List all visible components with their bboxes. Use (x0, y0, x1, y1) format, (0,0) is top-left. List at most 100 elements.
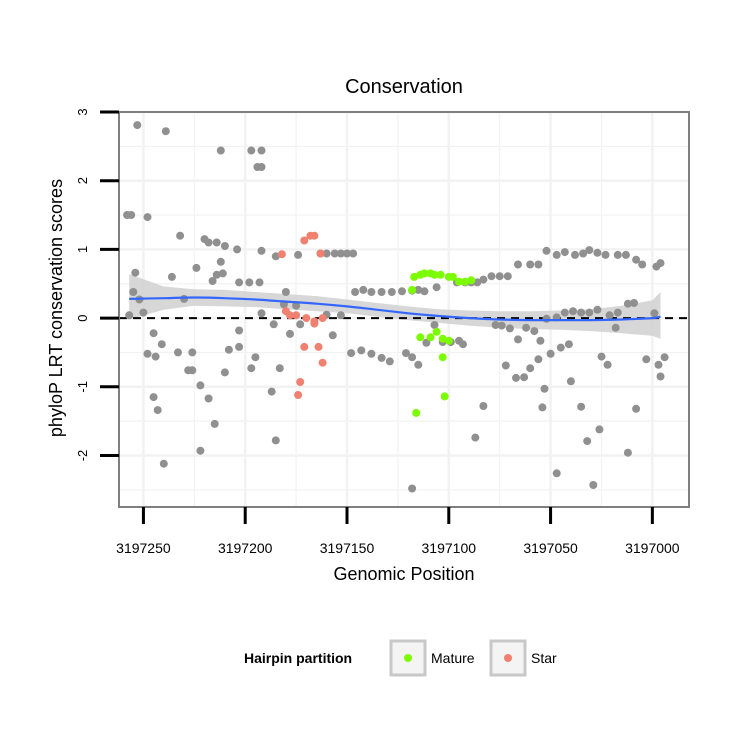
point-other (233, 245, 242, 254)
point-star (314, 342, 323, 351)
point-other (235, 278, 244, 287)
point-other (196, 446, 205, 455)
point-other (292, 301, 301, 310)
point-other (534, 355, 543, 364)
point-star (302, 314, 311, 323)
point-other (552, 250, 561, 259)
point-other (650, 309, 659, 318)
point-other (123, 211, 132, 219)
point-other (330, 249, 339, 258)
point-other (151, 352, 160, 361)
point-other (546, 349, 555, 358)
point-other (224, 345, 233, 354)
point-other (577, 402, 586, 411)
point-other (218, 269, 227, 278)
point-other (336, 249, 345, 258)
point-other (487, 272, 496, 281)
point-other (530, 327, 539, 336)
point-mature (408, 285, 417, 294)
point-other (257, 146, 266, 155)
point-other (349, 249, 358, 258)
point-other (656, 372, 665, 381)
point-other (542, 314, 551, 323)
point-other (398, 287, 406, 296)
point-other (267, 387, 276, 396)
point-other (579, 249, 588, 258)
point-other (479, 402, 488, 410)
point-other (210, 419, 219, 428)
point-other (200, 235, 209, 244)
point-other (583, 437, 592, 446)
point-other (251, 353, 260, 362)
chart-title: Conservation (345, 76, 463, 98)
point-other (367, 288, 376, 296)
point-other (143, 349, 152, 358)
point-other (212, 238, 221, 247)
point-star (318, 358, 327, 367)
point-other (501, 361, 510, 370)
point-other (125, 311, 134, 320)
series-other (123, 121, 669, 493)
point-other (245, 278, 254, 287)
point-other (603, 360, 612, 369)
point-other (351, 288, 360, 296)
y-tick-label: 3 (75, 108, 90, 115)
point-other (257, 246, 266, 255)
point-other (491, 321, 500, 329)
point-other (235, 326, 244, 335)
y-tick-label: 2 (75, 177, 90, 184)
point-star (294, 391, 303, 399)
point-mature (436, 270, 445, 279)
point-other (257, 163, 266, 171)
y-tick-label: -1 (75, 381, 90, 393)
point-other (577, 308, 586, 317)
point-other (623, 448, 632, 457)
x-tick-label: 3197200 (218, 540, 273, 556)
point-other (538, 403, 547, 412)
point-other (188, 366, 197, 375)
data-points (123, 121, 669, 493)
point-other (408, 484, 417, 493)
point-other (192, 263, 201, 272)
point-other (414, 285, 423, 294)
point-mature (412, 408, 421, 417)
point-other (536, 336, 545, 345)
x-axis-label: Genomic Position (333, 564, 474, 584)
point-other (196, 381, 205, 390)
legend-label-mature: Mature (431, 650, 475, 666)
point-other (432, 283, 441, 292)
legend-key-star (489, 639, 527, 677)
point-other (328, 331, 337, 340)
point-other (564, 340, 573, 349)
point-other (526, 364, 535, 373)
point-other (129, 288, 138, 296)
point-mature (416, 333, 425, 342)
point-other (638, 260, 647, 269)
point-other (294, 250, 303, 259)
point-other (414, 360, 423, 369)
point-other (512, 373, 520, 382)
point-mature (432, 327, 441, 336)
point-other (149, 329, 158, 338)
point-other (430, 321, 439, 329)
point-other (296, 320, 305, 329)
point-other (589, 481, 598, 489)
point-star (277, 250, 286, 259)
point-other (377, 353, 386, 362)
y-axis-label: phyloP LRT conservation scores (46, 179, 66, 437)
point-other (505, 324, 514, 333)
legend-marker-star (504, 654, 512, 662)
point-other (560, 308, 569, 317)
point-star (286, 311, 294, 320)
point-other (367, 349, 376, 358)
point-other (611, 323, 620, 332)
point-other (656, 259, 665, 268)
point-other (153, 406, 162, 415)
point-other (247, 146, 256, 155)
point-other (556, 343, 565, 352)
point-other (471, 433, 480, 442)
point-other (180, 294, 189, 303)
point-mature (438, 353, 447, 362)
plot-border (118, 111, 690, 508)
point-star (310, 319, 319, 328)
